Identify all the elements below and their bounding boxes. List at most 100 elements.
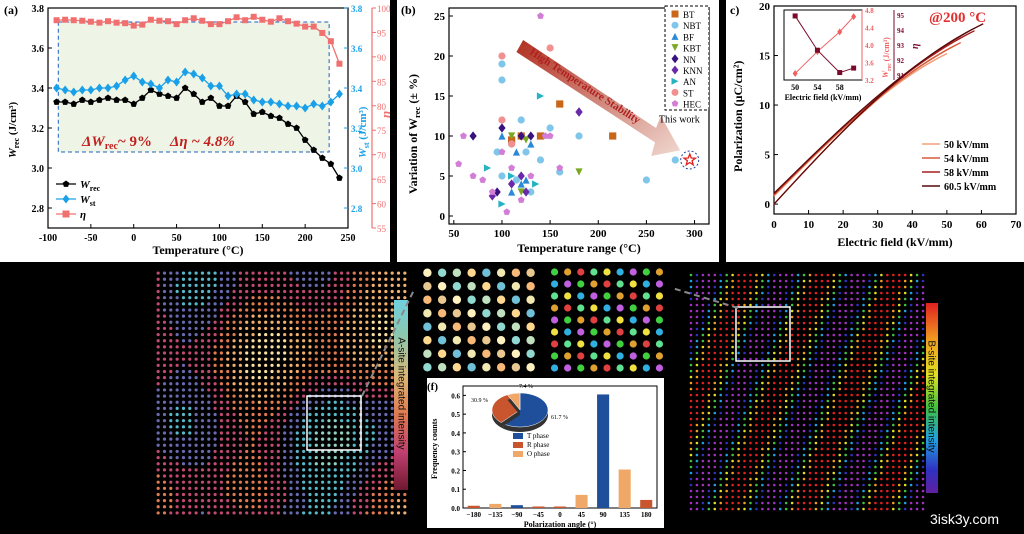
atom-column [695,387,699,391]
atom-column [737,381,740,385]
atom-column [238,382,242,386]
atom-column [257,474,261,478]
atom-column [346,443,350,447]
atom-column [832,453,836,457]
atom-column [327,499,331,503]
atom-column [200,277,205,281]
atom-column [238,314,242,318]
atom-column [181,419,186,423]
atom-column [921,453,925,457]
atom-column [749,357,752,361]
atom-column [880,279,883,283]
atom-column [496,349,506,358]
atom-column [321,271,325,275]
atom-column [283,443,287,447]
atom-column [384,499,388,503]
atom-column [761,375,764,379]
atom-column [802,435,806,439]
atom-column [790,339,794,343]
atom-column [868,315,871,319]
atom-column [270,425,274,429]
atom-column [897,297,901,301]
data-point [182,17,189,24]
atom-column [856,495,859,499]
atom-column [327,462,331,466]
atom-column [251,277,255,281]
atom-column [862,435,865,439]
atom-column [226,320,230,324]
atom-column [880,399,883,403]
atom-column [226,449,230,454]
atom-column [886,273,889,277]
atom-column [755,303,758,307]
atom-column [245,363,249,367]
atom-column [321,511,325,515]
data-point [517,188,525,196]
atom-column [232,462,236,466]
atom-column [743,351,746,355]
atom-column [302,351,306,355]
atom-column [213,443,217,447]
atom-column [352,382,356,386]
atom-column [856,399,859,403]
atom-column [283,412,287,417]
atom-column [921,507,925,511]
atom-column [270,289,274,294]
data-point [276,114,283,121]
atom-column [719,381,723,385]
atom-column [346,511,350,515]
atom-column [749,369,752,373]
atom-column [264,425,268,429]
atom-column [755,507,758,511]
atom-column [333,308,337,312]
atom-column [862,315,865,319]
atom-column [874,441,877,445]
atom-column [796,477,800,481]
atom-column [689,327,693,331]
atom-column [802,429,806,433]
atom-column [886,417,889,421]
atom-column [796,291,800,295]
atom-column [689,351,693,355]
atom-column [767,375,770,379]
atom-column [868,417,871,421]
atom-column [749,333,752,337]
atom-column [784,339,788,343]
atom-column [314,363,318,367]
atom-column [761,429,764,433]
atom-column [868,483,871,487]
inset-x-tick-label: 54 [813,83,821,92]
atom-column [850,501,853,505]
atom-column [564,268,572,276]
atom-column [886,351,889,355]
atom-column [302,462,306,466]
atom-column [695,303,699,307]
label-main: W [80,179,91,191]
atom-column [321,289,325,294]
atom-column [264,499,268,503]
atom-column [238,511,242,515]
atom-column [832,399,836,403]
atom-column [874,351,877,355]
atom-column [897,321,901,325]
atom-column [713,279,717,283]
atom-column [844,273,847,277]
atom-column [302,492,306,497]
atom-column [897,273,901,277]
atom-column [188,486,192,490]
atom-column [169,394,173,398]
atom-column [874,387,877,391]
atom-column [194,277,198,281]
atom-column [384,425,388,429]
atom-column [903,279,907,283]
atom-column [731,321,734,325]
atom-column [915,399,919,403]
atom-column [396,505,401,509]
atom-column [891,423,895,427]
data-point [173,94,180,101]
atom-column [796,327,800,331]
atom-column [213,419,217,423]
y-tick-label: 0.3 [451,449,460,457]
atom-column [921,279,925,283]
atom-column [868,399,871,403]
